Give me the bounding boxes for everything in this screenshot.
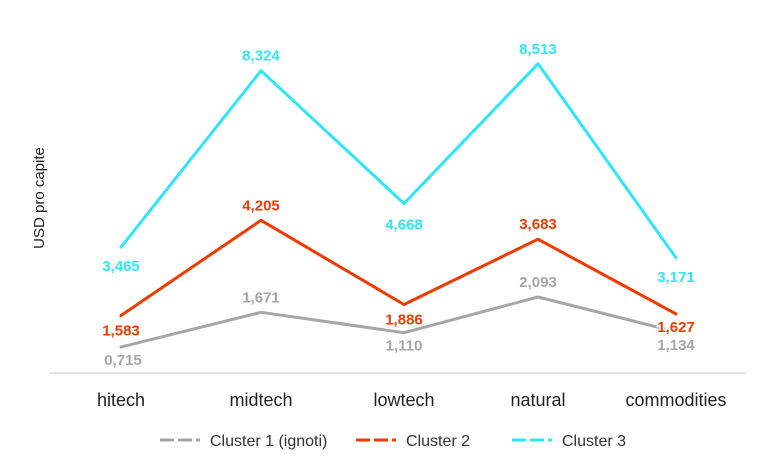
x-tick-label-hitech: hitech	[97, 390, 145, 410]
legend-item-cluster-3: Cluster 3	[512, 433, 626, 450]
x-axis-tick-labels: hitech midtech lowtech natural commodities	[97, 390, 727, 410]
x-tick-label-lowtech: lowtech	[373, 390, 434, 410]
legend-label-cluster-3: Cluster 3	[562, 433, 626, 450]
data-label-cluster-2-natural: 3,683	[519, 216, 557, 233]
data-labels: 0,715 1,671 1,110 2,093 1,134 1,583 4,205 1,886…	[101, 39, 697, 370]
series-lines	[119, 62, 678, 349]
data-label-cluster-2-hitech: 1,583	[102, 322, 140, 339]
x-tick-label-commodities: commodities	[625, 390, 726, 410]
data-label-cluster-1-ignoti-hitech: 0,715	[104, 352, 142, 369]
series-line-cluster-1-ignoti	[119, 295, 678, 349]
data-label-cluster-3-natural: 8,513	[519, 41, 557, 58]
x-tick-label-natural: natural	[510, 390, 565, 410]
x-tick-label-midtech: midtech	[229, 390, 292, 410]
data-label-cluster-1-ignoti-commodities: 1,134	[657, 337, 695, 354]
data-label-cluster-2-lowtech: 1,886	[385, 311, 423, 328]
legend-item-cluster-1-ignoti: Cluster 1 (ignoti)	[160, 433, 327, 450]
legend-item-cluster-2: Cluster 2	[356, 433, 470, 450]
data-label-cluster-1-ignoti-natural: 2,093	[519, 274, 557, 291]
series-line-cluster-3	[119, 62, 678, 260]
data-label-cluster-3-hitech: 3,465	[102, 258, 140, 275]
data-label-cluster-2-commodities: 1,627	[657, 319, 695, 336]
legend-label-cluster-2: Cluster 2	[406, 433, 470, 450]
data-label-cluster-1-ignoti-lowtech: 1,110	[386, 338, 423, 355]
data-label-cluster-2-midtech: 4,205	[242, 197, 280, 214]
data-label-cluster-1-ignoti-midtech: 1,671	[242, 289, 280, 306]
y-axis-title: USD pro capite	[31, 147, 48, 249]
series-line-cluster-2	[119, 218, 678, 317]
data-label-cluster-3-midtech: 8,324	[242, 48, 280, 65]
legend: Cluster 1 (ignoti) Cluster 2 Cluster 3	[160, 433, 626, 450]
data-label-cluster-3-lowtech: 4,668	[385, 216, 423, 233]
data-label-cluster-3-commodities: 3,171	[657, 269, 695, 286]
legend-label-cluster-1-ignoti: Cluster 1 (ignoti)	[210, 433, 327, 450]
